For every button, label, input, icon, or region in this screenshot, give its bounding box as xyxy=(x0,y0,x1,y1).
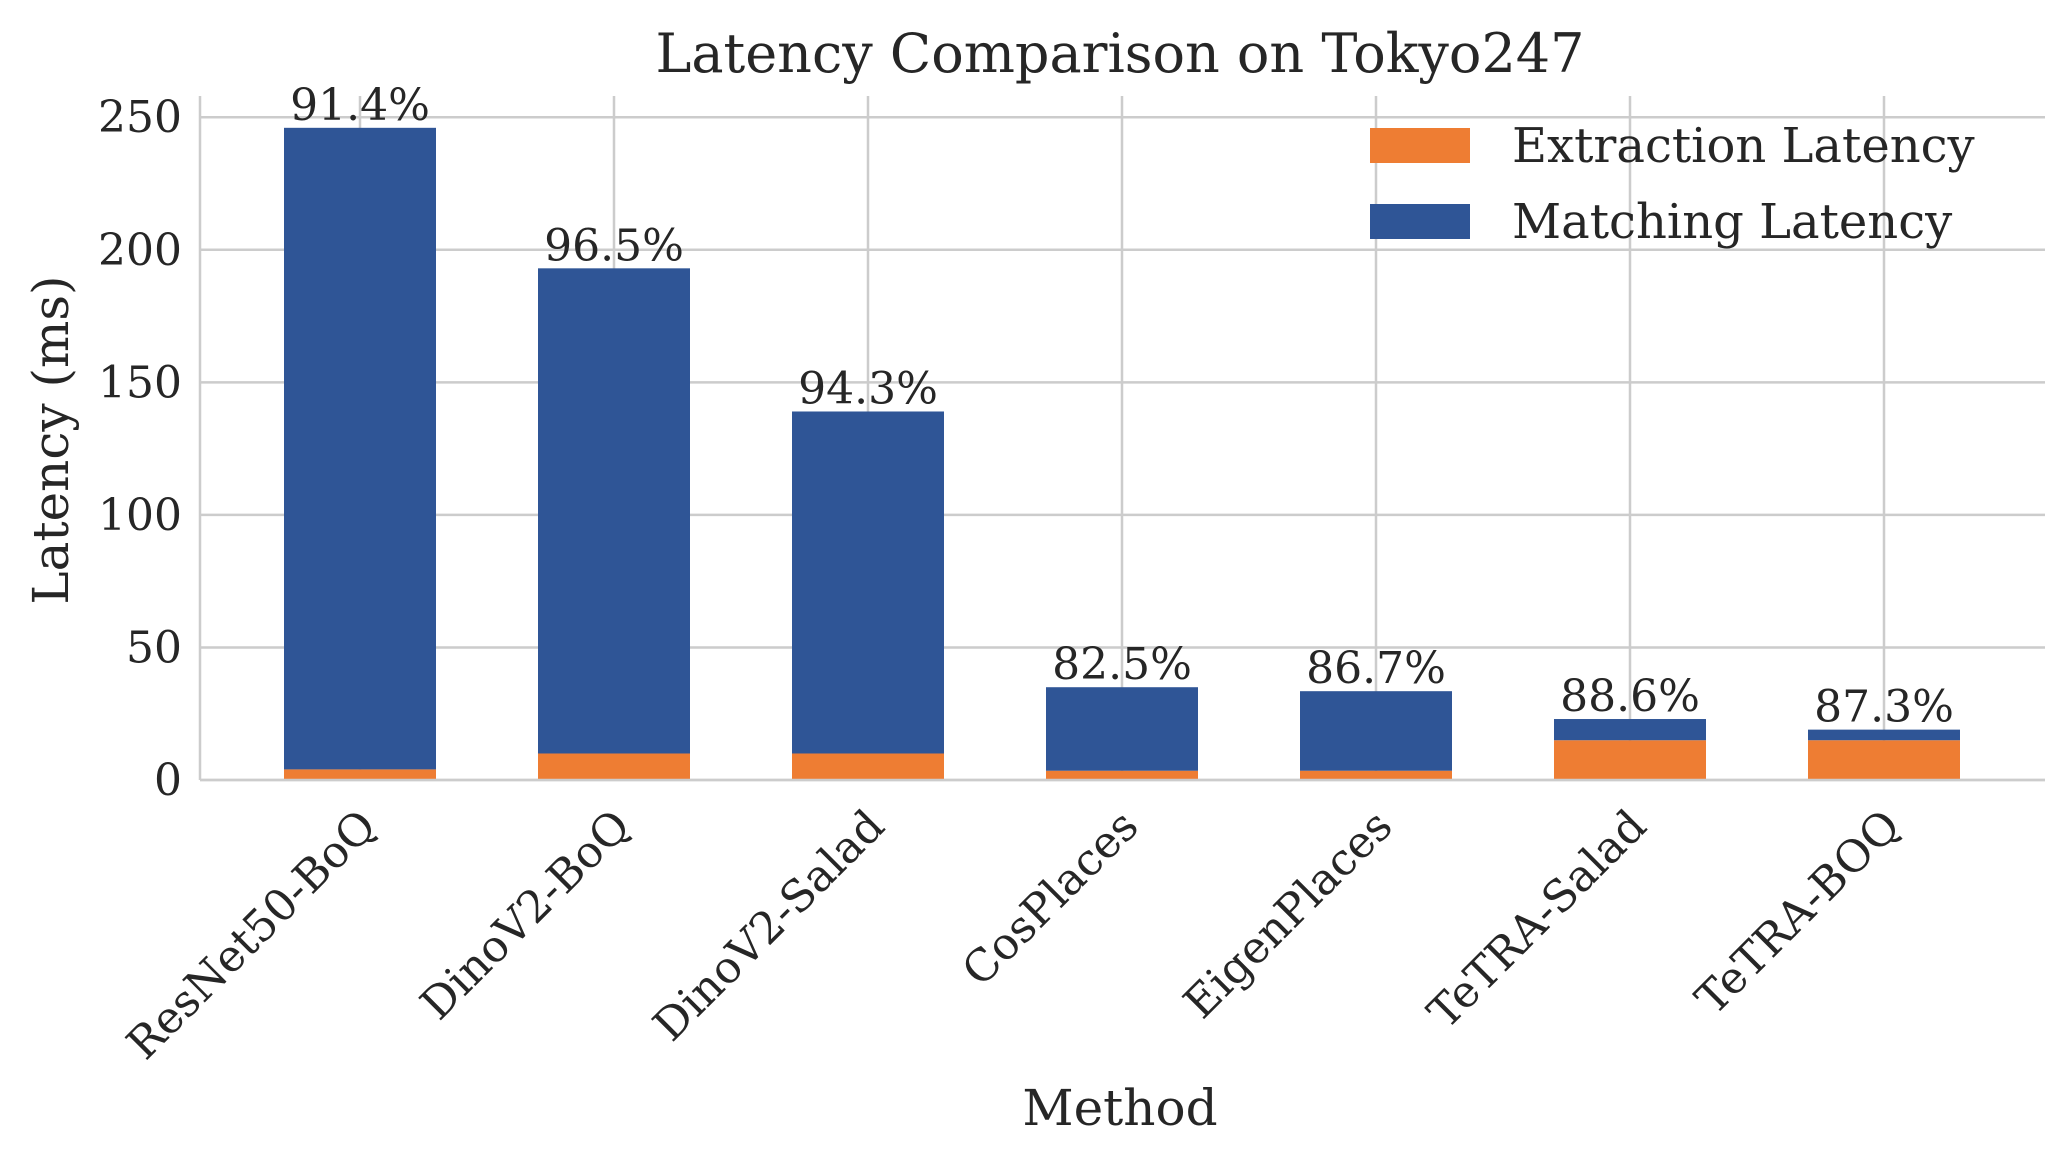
bar-labels: 91.4% 96.5% 94.3% 82.5% 86.7% 88.6% 87.3% xyxy=(290,80,1954,733)
y-tick-label: 250 xyxy=(98,92,182,143)
x-tick-label: TeTRA-Salad xyxy=(1418,800,1656,1038)
x-tick-label: DinoV2-Salad xyxy=(644,800,895,1051)
legend: Extraction Latency Matching Latency xyxy=(1370,118,1975,250)
x-tick-label: CosPlaces xyxy=(953,800,1149,996)
bar-extraction xyxy=(792,753,944,780)
bars xyxy=(284,127,1960,780)
y-tick-label: 200 xyxy=(98,225,182,276)
y-tick-label: 100 xyxy=(98,490,182,541)
bar-matching xyxy=(1046,687,1198,771)
chart-title: Latency Comparison on Tokyo247 xyxy=(655,22,1584,85)
bar-extraction xyxy=(284,769,436,780)
bar-value-label: 96.5% xyxy=(544,220,684,271)
x-tick-label: TeTRA-BOQ xyxy=(1686,800,1910,1024)
bar-value-label: 91.4% xyxy=(290,80,430,131)
x-tick-label: DinoV2-BoQ xyxy=(411,800,641,1030)
bar-matching xyxy=(1808,729,1960,741)
bar-extraction xyxy=(1808,740,1960,780)
y-tick-label: 150 xyxy=(98,357,182,408)
legend-label: Extraction Latency xyxy=(1512,118,1975,174)
bar-value-label: 88.6% xyxy=(1560,671,1700,722)
bar-matching xyxy=(1554,719,1706,741)
bar-extraction xyxy=(538,753,690,780)
legend-swatch xyxy=(1370,204,1470,239)
bar-matching xyxy=(284,127,436,770)
y-axis-label: Latency (ms) xyxy=(22,275,80,604)
y-tick-label: 0 xyxy=(154,755,182,806)
bar-value-label: 87.3% xyxy=(1814,682,1954,733)
x-tick-label: ResNet50-BoQ xyxy=(117,800,386,1069)
x-tick-label: EigenPlaces xyxy=(1174,800,1402,1028)
bar-extraction xyxy=(1300,770,1452,780)
y-tick-label: 50 xyxy=(126,622,182,673)
legend-label: Matching Latency xyxy=(1512,194,1952,250)
bar-extraction xyxy=(1046,770,1198,780)
bar-extraction xyxy=(1554,740,1706,780)
bar-value-label: 94.3% xyxy=(798,363,938,414)
bar-matching xyxy=(1300,691,1452,771)
bar-value-label: 82.5% xyxy=(1052,639,1192,690)
bar-matching xyxy=(538,268,690,754)
legend-swatch xyxy=(1370,128,1470,163)
x-axis-label: Method xyxy=(1022,1079,1217,1137)
bar-value-label: 86.7% xyxy=(1306,643,1446,694)
bar-matching xyxy=(792,411,944,754)
